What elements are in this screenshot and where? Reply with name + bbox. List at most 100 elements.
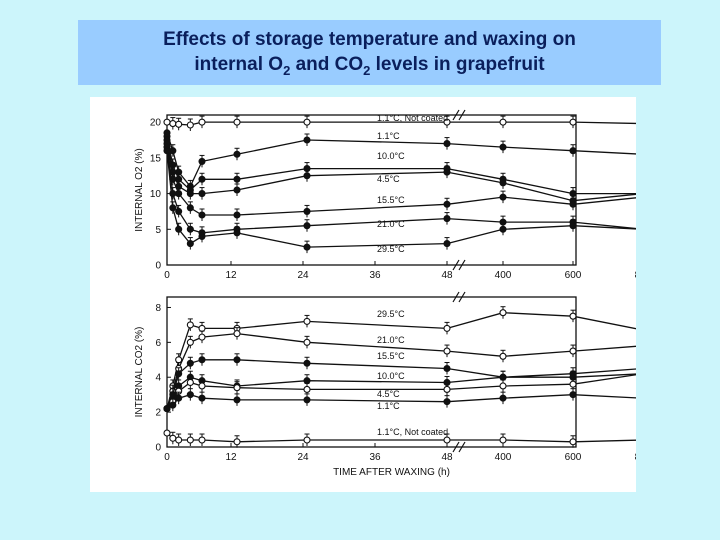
data-point <box>198 436 206 444</box>
title-sub-1: 2 <box>283 62 291 78</box>
x-tick-label: 48 <box>441 270 453 281</box>
data-point <box>443 364 451 373</box>
x-tick-label: 12 <box>225 270 237 281</box>
y-tick-label: 15 <box>150 153 162 164</box>
data-point <box>198 356 206 364</box>
series-line <box>446 345 644 357</box>
data-point <box>198 324 206 332</box>
series-label: 1.1°C, Not coated <box>377 427 448 437</box>
data-point <box>443 200 451 208</box>
x-axis-label: TIME AFTER WAXING (h) <box>333 467 450 478</box>
series-label: 1.1°C <box>377 131 400 141</box>
data-point <box>303 396 311 404</box>
data-point <box>443 118 451 126</box>
data-point <box>169 120 177 128</box>
axis-break-mark <box>458 259 466 271</box>
x-tick-label: 400 <box>495 452 512 463</box>
x-tick-label: 0 <box>164 270 170 281</box>
data-point <box>175 120 183 128</box>
y-axis-label: INTERNAL CO2 (%) <box>134 327 145 418</box>
data-point <box>198 118 206 126</box>
data-point <box>186 378 194 387</box>
data-point <box>499 193 507 201</box>
x-tick-label: 48 <box>441 452 453 463</box>
data-point <box>569 347 577 355</box>
series-line <box>166 359 448 409</box>
data-point <box>198 333 206 341</box>
y-tick-label: 5 <box>155 225 161 236</box>
axis-break-mark <box>458 291 466 303</box>
y-tick-label: 10 <box>150 189 162 200</box>
data-point <box>443 347 451 355</box>
axis-break-mark <box>452 441 460 453</box>
axis-break-mark <box>458 109 466 121</box>
data-point <box>443 168 451 176</box>
series-label: 21.0°C <box>377 219 405 229</box>
data-point <box>233 118 241 126</box>
title-part-b: and CO <box>290 54 364 75</box>
axis-break-mark <box>452 291 460 303</box>
data-point <box>569 380 577 388</box>
data-point <box>233 396 241 404</box>
y-tick-label: 8 <box>155 303 161 314</box>
series-line <box>446 373 644 391</box>
x-tick-label: 800 <box>635 270 636 281</box>
axis-break-mark <box>452 259 460 271</box>
series-label: 10.0°C <box>377 151 405 161</box>
series-label: 1.1°C <box>377 401 400 411</box>
data-point <box>186 121 194 129</box>
data-point <box>186 204 194 212</box>
data-point <box>175 190 183 198</box>
data-point <box>186 240 194 248</box>
data-point <box>169 204 177 212</box>
y-axis-label: INTERNAL O2 (%) <box>134 148 145 232</box>
data-point <box>443 215 451 223</box>
x-tick-label: 600 <box>565 452 582 463</box>
data-point <box>233 330 241 338</box>
series-line <box>166 150 448 248</box>
data-point <box>198 232 206 240</box>
data-point <box>233 186 241 194</box>
data-point <box>233 356 241 364</box>
data-point <box>443 140 451 148</box>
series-label: 4.5°C <box>377 174 400 184</box>
series-label: 15.5°C <box>377 351 405 361</box>
data-point <box>569 200 577 208</box>
axis-break-mark <box>452 109 460 121</box>
data-point <box>499 309 507 317</box>
plot-frame <box>166 114 577 266</box>
series-line <box>446 196 644 205</box>
series-line <box>446 225 644 245</box>
y-tick-label: 4 <box>155 373 161 384</box>
data-point <box>499 436 507 444</box>
series-label: 29.5°C <box>377 309 405 319</box>
x-tick-label: 400 <box>495 270 512 281</box>
data-point <box>499 225 507 233</box>
data-point <box>169 434 177 442</box>
data-point <box>499 118 507 126</box>
y-tick-label: 6 <box>155 338 161 349</box>
data-point <box>175 356 183 364</box>
series-label: 10.0°C <box>377 371 405 381</box>
data-point <box>198 190 206 198</box>
title-part-c: levels in grapefruit <box>370 54 545 75</box>
title-line-1: Effects of storage temperature and waxin… <box>163 29 576 50</box>
data-point <box>186 190 194 198</box>
data-point <box>163 118 171 126</box>
data-point <box>303 207 311 215</box>
y-tick-label: 0 <box>155 443 161 454</box>
x-tick-label: 36 <box>369 270 381 281</box>
series-line <box>447 439 644 443</box>
x-tick-label: 36 <box>369 452 381 463</box>
data-point <box>175 225 183 233</box>
series-line <box>446 167 643 195</box>
data-point <box>233 384 241 392</box>
data-point <box>303 243 311 251</box>
data-point <box>186 391 194 399</box>
y-tick-label: 0 <box>155 261 161 272</box>
data-point <box>163 147 171 155</box>
title-part-a: internal O <box>194 54 284 75</box>
series-line <box>166 320 448 409</box>
data-point <box>443 436 451 444</box>
data-point <box>163 405 171 413</box>
